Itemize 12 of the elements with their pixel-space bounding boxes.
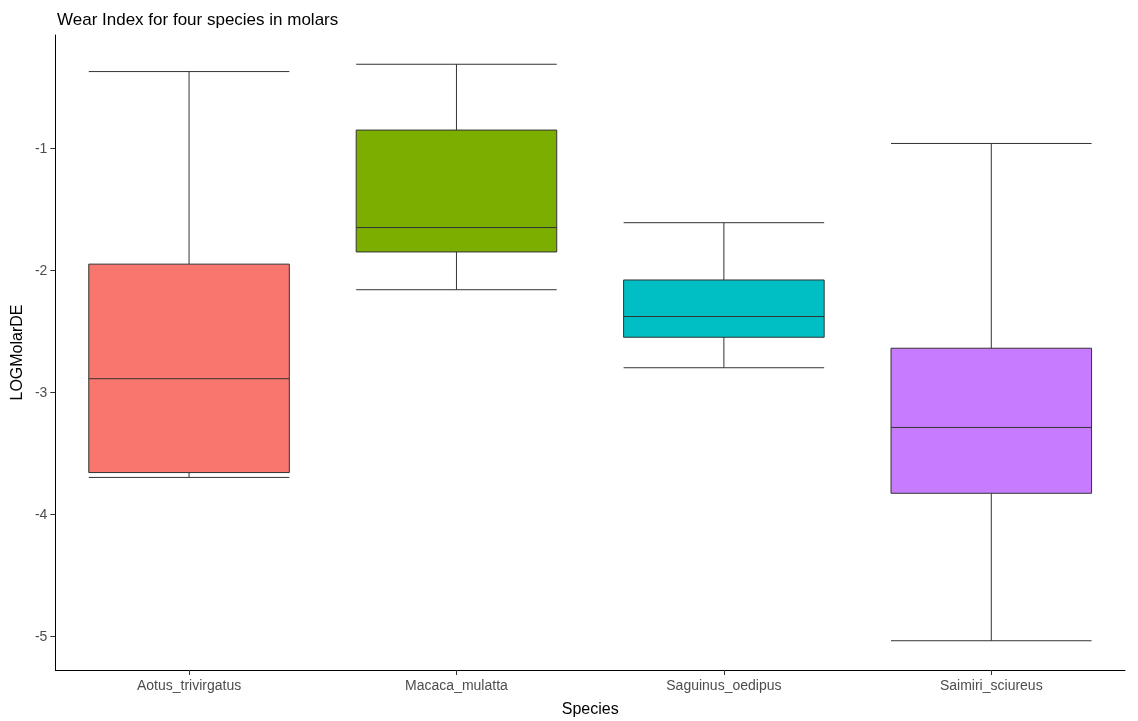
x-tick-label: Saimiri_sciureus (939, 677, 1043, 693)
y-tick-label: -3 (34, 384, 48, 401)
y-tick-label: -5 (34, 627, 48, 644)
y-axis-title: LOGMolarDE (7, 304, 25, 401)
x-axis-title: Species (561, 699, 619, 717)
x-tick-label: Saguinus_oedipus (666, 677, 782, 693)
y-tick-label: -1 (34, 140, 48, 157)
y-tick-label: -2 (34, 262, 48, 279)
y-tick-label: -4 (34, 505, 48, 522)
chart-title: Wear Index for four species in molars (57, 10, 339, 29)
x-tick-label: Macaca_mulatta (405, 677, 509, 693)
x-tick-label: Aotus_trivirgatus (136, 677, 242, 693)
